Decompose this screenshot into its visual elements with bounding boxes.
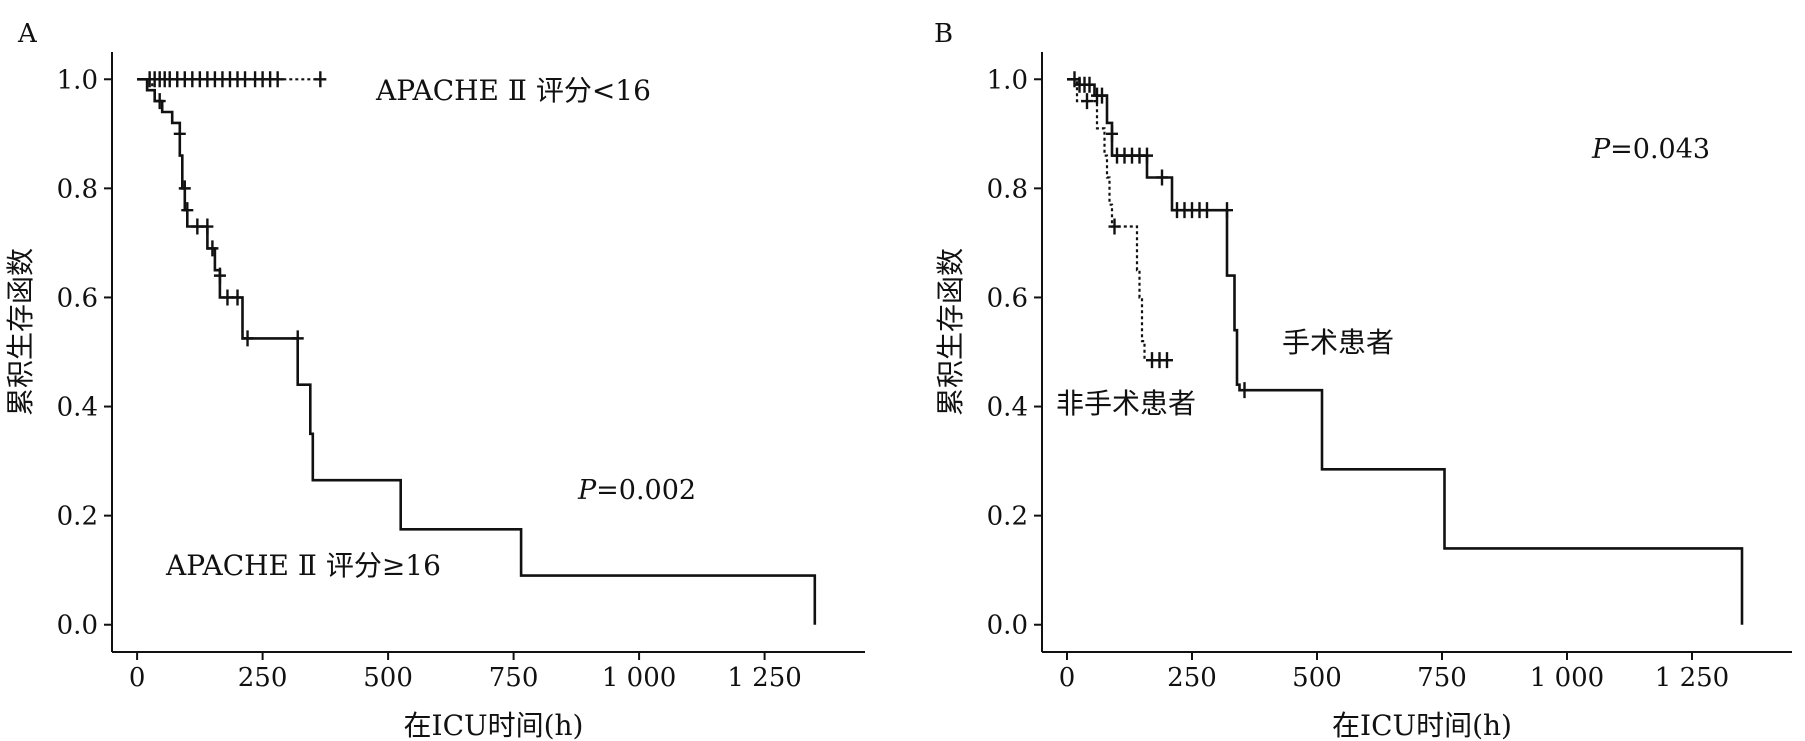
- panel-a-x-tick-label: 1 250: [727, 663, 801, 693]
- panel-a-y-axis-title: 累积生存函数: [4, 248, 37, 416]
- panel-a-x-tick-label: 250: [238, 663, 288, 693]
- panel-a-p-letter: P: [577, 475, 597, 506]
- panel-a-annotation-low-score: APACHE Ⅱ 评分<16: [375, 74, 651, 107]
- panel-b-y-tick-label: 0.4: [987, 393, 1028, 423]
- panel-a-series-1-censor-mark: [291, 330, 304, 347]
- panel-b-series-0-line: [1067, 78, 1172, 362]
- panel-b-x-tick-label: 1 000: [1530, 663, 1604, 693]
- panel-b-x-tick-label: 0: [1059, 663, 1076, 693]
- panel-b-x-tick-label: 250: [1167, 663, 1217, 693]
- panel-b: B 手术患者 非手术患者 P=0.043 0.0 0.2 0.4 0.6 0.8 1.0 0…: [934, 19, 1792, 741]
- panel-a-p-number: =0.002: [596, 475, 696, 506]
- panel-a-series-1-censor-mark: [206, 240, 219, 257]
- panel-b-p-number: =0.043: [1610, 134, 1710, 165]
- panel-a-series-1-censor-mark: [181, 202, 194, 219]
- panel-b-series-1-censor-mark: [1106, 125, 1118, 142]
- panel-a-series-1-censor-mark: [173, 125, 186, 142]
- panel-a-y-tick-label: 0.4: [57, 393, 98, 423]
- panel-b-y-tick-label: 0.2: [987, 502, 1028, 532]
- panel-a-series-1-censor-mark: [231, 289, 244, 306]
- panel-a-y-tick-label: 0.0: [57, 611, 98, 641]
- panel-b-y-tick-label: 0.6: [987, 283, 1028, 313]
- panel-a-series-1-censor-mark: [241, 330, 254, 347]
- panel-a-series-0-censor-mark: [239, 71, 252, 88]
- panel-a-x-tick-label: 0: [129, 663, 146, 693]
- panel-b-series-0-censor-mark: [1161, 352, 1173, 369]
- panel-b-p-letter: P: [1591, 134, 1611, 165]
- panel-b-series-1-censor-mark: [1201, 202, 1213, 219]
- panel-a-letter: A: [17, 19, 38, 49]
- panel-b-y-axis-title: 累积生存函数: [934, 248, 967, 416]
- panel-b-p-value: P=0.043: [1591, 134, 1710, 165]
- panel-b-series-1-censor-mark: [1096, 87, 1108, 104]
- panel-a-series-0-censor-mark: [271, 71, 284, 88]
- panel-b-annotation-surgical: 手术患者: [1282, 326, 1394, 359]
- panel-b-letter: B: [934, 19, 953, 49]
- panel-b-series-1-censor-mark: [1221, 202, 1233, 219]
- panel-b-series-0-censor-mark: [1081, 93, 1093, 110]
- panel-a-series-1-line: [137, 78, 817, 625]
- panel-b-x-tick-label: 1 250: [1655, 663, 1729, 693]
- panel-b-series-1-censor-mark: [1141, 147, 1153, 164]
- panel-a-y-tick-label: 0.6: [57, 283, 98, 313]
- panel-a-y-tick-label: 1.0: [57, 65, 98, 95]
- panel-b-series-1-censor-mark: [1238, 382, 1251, 399]
- panel-b-y-tick-label: 1.0: [987, 65, 1028, 95]
- panel-b-series-1-censor-mark: [1083, 76, 1096, 93]
- panel-a-p-value: P=0.002: [577, 475, 696, 506]
- panel-a-series-1-censor-mark: [153, 93, 166, 110]
- panel-a-y-tick-label: 0.8: [57, 174, 98, 204]
- panel-a-y-tick-label: 0.2: [57, 502, 98, 532]
- panel-a-series-1-censor-mark: [213, 267, 226, 284]
- panel-b-series-0-censor-mark: [1108, 218, 1121, 235]
- panel-a-series-1-censor-mark: [178, 180, 191, 197]
- panel-a-series-1-censor-mark: [191, 218, 204, 235]
- panel-b-series-1-censor-mark: [1156, 169, 1168, 186]
- panel-b-annotation-nonsurgical: 非手术患者: [1056, 387, 1196, 420]
- panel-b-y-tick-label: 0.0: [987, 611, 1028, 641]
- panel-b-x-tick-label: 750: [1417, 663, 1467, 693]
- panel-a-series-1-censor-mark: [221, 289, 234, 306]
- panel-b-x-tick-label: 500: [1292, 663, 1342, 693]
- panel-a-x-tick-label: 500: [363, 663, 413, 693]
- panel-a-x-tick-label: 750: [489, 663, 539, 693]
- panel-a-x-tick-label: 1 000: [602, 663, 676, 693]
- panel-a: A APACHE Ⅱ 评分<16 APACHE Ⅱ 评分≥16 P=0.002 …: [4, 19, 865, 741]
- panel-a-annotation-high-score: APACHE Ⅱ 评分≥16: [165, 549, 441, 582]
- panel-a-x-axis-title: 在ICU时间(h): [404, 709, 584, 741]
- panel-b-x-axis-title: 在ICU时间(h): [1332, 709, 1512, 741]
- panel-a-series-1-censor-mark: [201, 218, 214, 235]
- panel-b-y-tick-label: 0.8: [987, 174, 1028, 204]
- panel-a-series-0-censor-mark: [314, 71, 327, 88]
